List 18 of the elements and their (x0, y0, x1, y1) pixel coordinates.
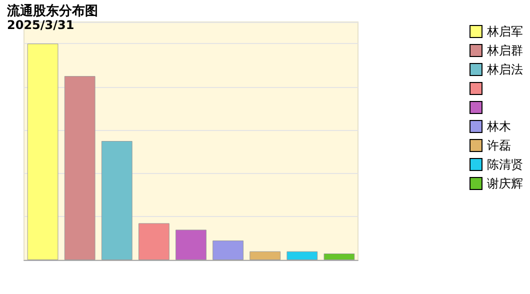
bar (250, 251, 281, 260)
legend-label: 陈清贤 (487, 158, 523, 172)
bar (27, 44, 58, 260)
legend-label: 林启法 (486, 62, 523, 76)
bar (286, 251, 318, 260)
bar (138, 223, 170, 260)
chart-title: 流通股东分布图 (6, 3, 98, 19)
bar (64, 76, 96, 260)
bar (176, 230, 206, 260)
legend-label: 林木 (486, 120, 511, 134)
legend-label: 许磊 (487, 138, 511, 152)
chart-subtitle: 2025/3/31 (7, 18, 74, 32)
bar (324, 254, 355, 260)
bar (101, 141, 132, 260)
legend-label: 林启军 (486, 24, 523, 38)
legend-label: 谢庆辉 (487, 176, 523, 190)
bar (212, 240, 244, 260)
legend-label: 林启群 (486, 44, 523, 58)
